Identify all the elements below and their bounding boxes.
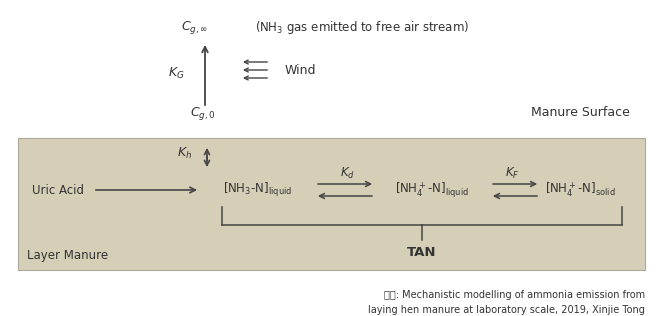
Text: $K_d$: $K_d$ bbox=[339, 166, 355, 180]
Text: $C_{g,\infty}$: $C_{g,\infty}$ bbox=[182, 20, 209, 37]
Text: $K_F$: $K_F$ bbox=[505, 166, 519, 180]
Text: TAN: TAN bbox=[407, 246, 437, 258]
Text: Layer Manure: Layer Manure bbox=[27, 248, 109, 262]
Text: 출처: Mechanistic modelling of ammonia emission from
laying hen manure at laborato: 출처: Mechanistic modelling of ammonia emi… bbox=[368, 290, 645, 315]
Text: $K_G$: $K_G$ bbox=[168, 65, 185, 81]
Text: $C_{g,0}$: $C_{g,0}$ bbox=[190, 105, 216, 121]
Text: Manure Surface: Manure Surface bbox=[531, 106, 630, 119]
Text: $K_h$: $K_h$ bbox=[177, 145, 192, 161]
Bar bbox=[18, 138, 645, 270]
Text: [NH$_4^+$-N]$_{\rm solid}$: [NH$_4^+$-N]$_{\rm solid}$ bbox=[545, 181, 615, 199]
Text: (NH$_3$ gas emitted to free air stream): (NH$_3$ gas emitted to free air stream) bbox=[255, 20, 469, 37]
Text: [NH$_3$-N]$_{\rm liquid}$: [NH$_3$-N]$_{\rm liquid}$ bbox=[223, 181, 292, 199]
Text: Uric Acid: Uric Acid bbox=[32, 184, 84, 197]
Text: [NH$_4^+$-N]$_{\rm liquid}$: [NH$_4^+$-N]$_{\rm liquid}$ bbox=[395, 180, 469, 200]
Text: Wind: Wind bbox=[285, 64, 316, 76]
